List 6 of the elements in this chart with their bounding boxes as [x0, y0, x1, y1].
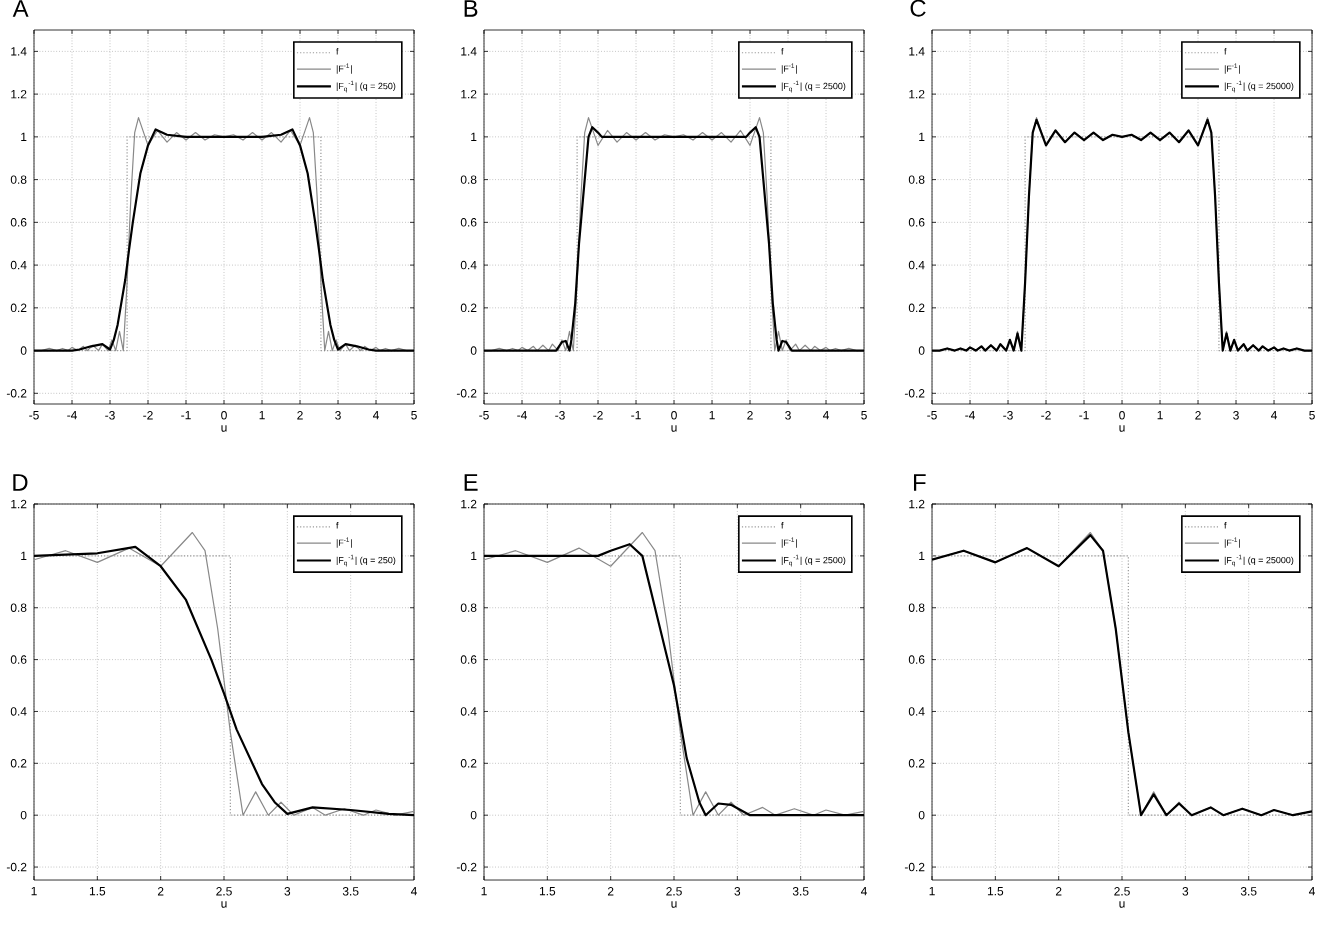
chart-title: D	[13, 474, 28, 491]
chart-title: F	[913, 474, 926, 491]
chart-title: C	[910, 0, 926, 17]
chart-title: E	[464, 474, 478, 491]
chart-title: A	[12, 0, 29, 17]
chart-title: B	[464, 0, 478, 17]
